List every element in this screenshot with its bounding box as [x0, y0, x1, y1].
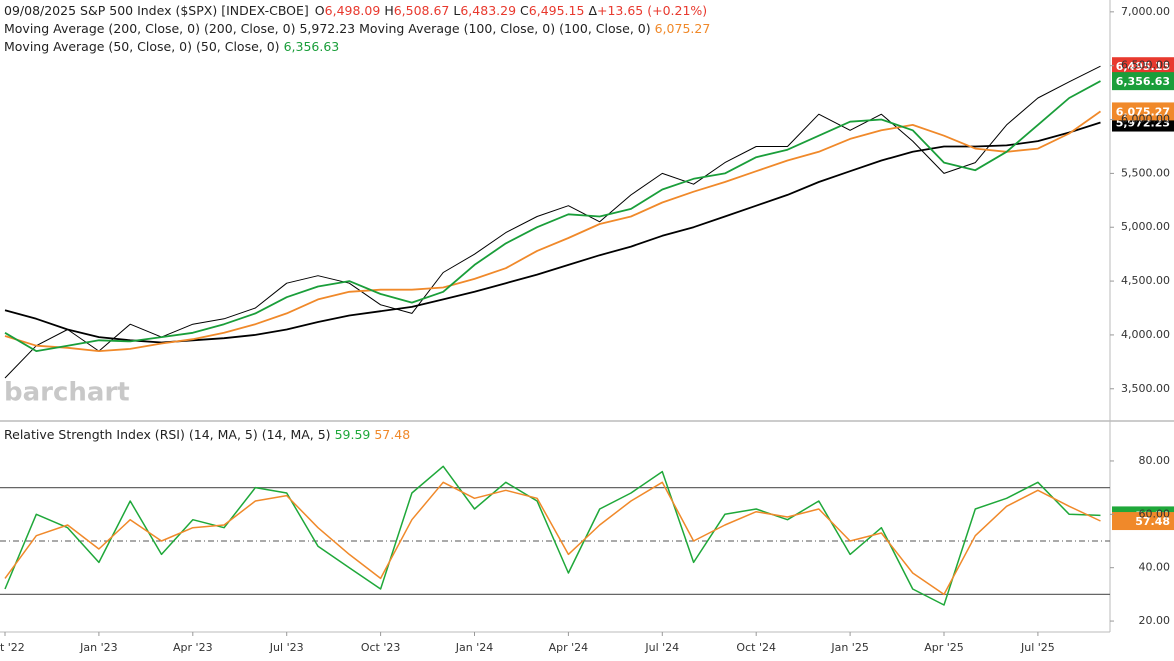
x-tick-label: Jul '23: [269, 641, 304, 654]
legend-name: Moving Average (100, Close, 0): [359, 21, 555, 36]
ohlc-label: Δ: [588, 3, 597, 18]
y-tick-label: 4,500.00: [1121, 274, 1170, 287]
rsi-value: 57.48: [374, 427, 410, 442]
date: 09/08/2025: [4, 3, 76, 18]
series-line: [4, 110, 1102, 352]
rsi-title: Relative Strength Index (RSI): [4, 427, 185, 442]
value-tag-label: 6,495.15: [1116, 60, 1170, 73]
rsi-value: 59.59: [335, 427, 371, 442]
rsi-legend: Relative Strength Index (RSI) (14, MA, 5)…: [4, 427, 410, 442]
ohlc-value: 6,495.15: [529, 3, 585, 18]
ohlc-value: 6,508.67: [394, 3, 450, 18]
legend-value: 6,075.27: [655, 21, 711, 36]
legend-line: Moving Average (200, Close, 0) (200, Clos…: [4, 21, 710, 36]
legend-name: Moving Average (200, Close, 0): [4, 21, 200, 36]
y-tick-label: 20.00: [1139, 614, 1171, 627]
series-line: [4, 465, 1101, 606]
value-tag-label: 57.48: [1135, 515, 1170, 528]
x-tick-label: Jan '25: [830, 641, 868, 654]
ohlc-label: O: [315, 3, 325, 18]
ohlc-label: C: [520, 3, 529, 18]
legend-backdrop: [0, 0, 760, 60]
instrument: S&P 500 Index ($SPX): [80, 3, 217, 18]
y-tick-label: 4,000.00: [1121, 328, 1170, 341]
tags: 6,495.155,972.236,075.276,356.6359.5957.…: [1112, 57, 1174, 531]
ohlc-value: 6,483.29: [460, 3, 516, 18]
x-tick-label: Oct '23: [361, 641, 401, 654]
rsi-params: (14, MA, 5): [262, 427, 331, 442]
y-tick-label: 5,000.00: [1121, 220, 1170, 233]
value-tag: [1112, 57, 1174, 76]
x-tick-label: Apr '25: [924, 641, 964, 654]
value-tag-label: 6,075.27: [1116, 105, 1170, 118]
legend-params: (200, Close, 0): [204, 21, 296, 36]
x-tick-label: Apr '24: [549, 641, 589, 654]
delta: +13.65 (+0.21%): [597, 3, 707, 18]
exchange: [INDEX-CBOE]: [221, 3, 309, 18]
plots: [0, 65, 1110, 606]
x-tick-label: Jan '24: [455, 641, 493, 654]
legend-value: 5,972.23: [299, 21, 355, 36]
x-tick-label: Oct '24: [736, 641, 776, 654]
value-tag-label: 6,356.63: [1116, 75, 1170, 88]
y-tick-label: 6,000.00: [1121, 113, 1170, 126]
y-tick-label: 6,500.00: [1121, 59, 1170, 72]
legend-value: 6,356.63: [284, 39, 340, 54]
y-tick-label: 5,500.00: [1121, 166, 1170, 179]
x-tick-label: Apr '23: [173, 641, 213, 654]
rsi-params: (14, MA, 5): [189, 427, 258, 442]
x-tick-label: Jul '24: [644, 641, 679, 654]
watermark: barchart: [4, 378, 130, 408]
value-tag: [1112, 102, 1174, 121]
legend-name: Moving Average (50, Close, 0): [4, 39, 192, 54]
x-tick-label: Jan '23: [79, 641, 117, 654]
series-line: [4, 80, 1101, 352]
y-tick-label: 80.00: [1139, 454, 1171, 467]
ohlc-value: 6,498.09: [325, 3, 381, 18]
value-tag: [1112, 72, 1174, 91]
y-tick-label: 3,500.00: [1121, 382, 1170, 395]
ohlc-label: H: [384, 3, 393, 18]
ohlc-label: L: [453, 3, 460, 18]
y-tick-label: 7,000.00: [1121, 5, 1170, 18]
series-line: [4, 65, 1101, 379]
legend-params: (50, Close, 0): [196, 39, 280, 54]
x-tick-label: Jul '25: [1020, 641, 1055, 654]
y-tick-label: 40.00: [1139, 561, 1171, 574]
y-tick-label: 60.00: [1139, 507, 1171, 520]
series-line: [4, 481, 1101, 596]
legend-line: Moving Average (50, Close, 0) (50, Close,…: [4, 39, 339, 54]
legend-params: (100, Close, 0): [559, 21, 651, 36]
value-tag: [1112, 512, 1174, 531]
header-line: 09/08/2025 S&P 500 Index ($SPX) [INDEX-CBO…: [4, 3, 707, 18]
x-tick-label: Oct '22: [0, 641, 25, 654]
